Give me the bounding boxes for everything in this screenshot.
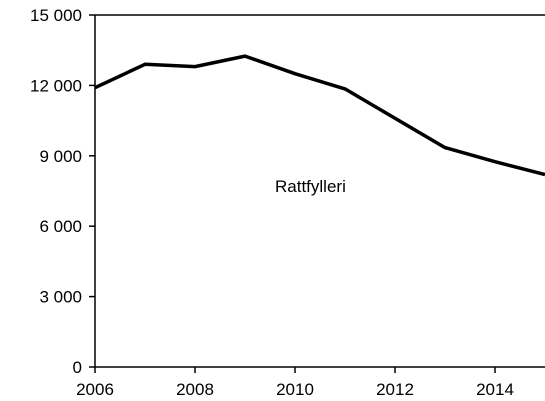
series-annotation: Rattfylleri — [275, 177, 346, 196]
y-tick-label: 15 000 — [30, 6, 82, 25]
x-axis-ticks: 2006 2008 2010 2012 2014 — [76, 367, 514, 399]
y-tick-label: 3 000 — [39, 288, 82, 307]
y-tick-label: 9 000 — [39, 147, 82, 166]
x-tick-label: 2014 — [476, 380, 514, 399]
x-tick-label: 2010 — [276, 380, 314, 399]
series-line-rattfylleri — [94, 54, 545, 177]
x-tick-label: 2008 — [176, 380, 214, 399]
x-tick-label: 2012 — [376, 380, 414, 399]
x-tick-label: 2006 — [76, 380, 114, 399]
series-layer — [94, 54, 545, 177]
y-tick-label: 6 000 — [39, 217, 82, 236]
y-axis-ticks: 0 3 000 6 000 9 000 12 000 15 000 — [30, 6, 95, 377]
y-tick-label: 12 000 — [30, 76, 82, 95]
y-tick-label: 0 — [73, 358, 82, 377]
